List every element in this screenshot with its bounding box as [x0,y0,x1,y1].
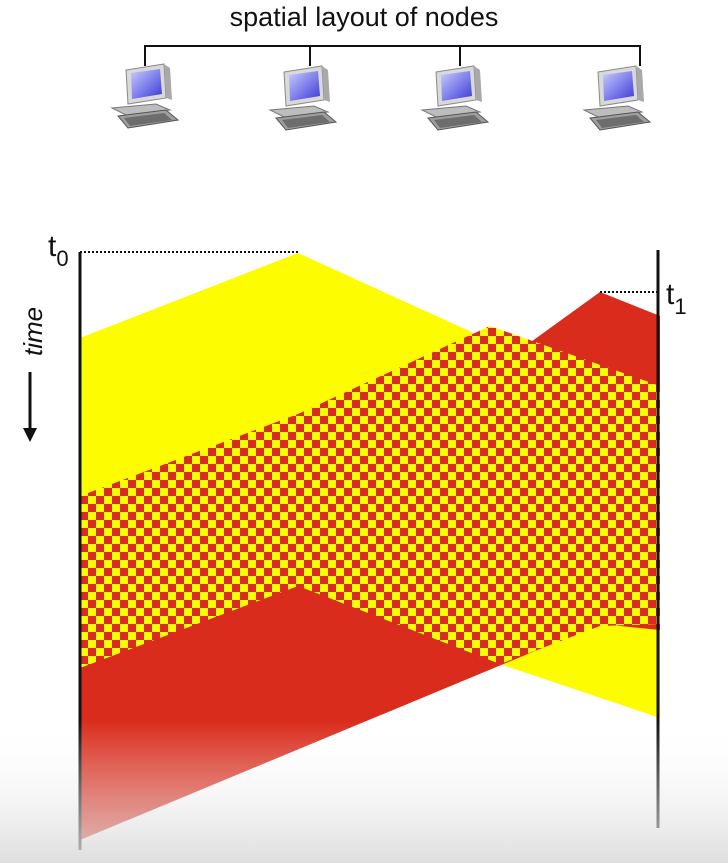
collision-region [80,326,660,668]
computer-icon [111,63,179,129]
node-computer-3 [421,65,489,131]
t1-label: t1 [666,278,687,319]
computer-icon [269,65,337,131]
node-computer-1 [111,63,179,129]
t0-label: t0 [48,230,69,271]
node-computer-4 [583,65,651,131]
bottom-shade [0,720,728,863]
time-arrow-icon [23,372,37,442]
node-computer-2 [269,65,337,131]
diagram-title: spatial layout of nodes [229,2,499,32]
computer-icon [583,65,651,131]
computer-icon [421,65,489,131]
time-axis-label: time [18,307,48,356]
network-bus [144,45,641,66]
